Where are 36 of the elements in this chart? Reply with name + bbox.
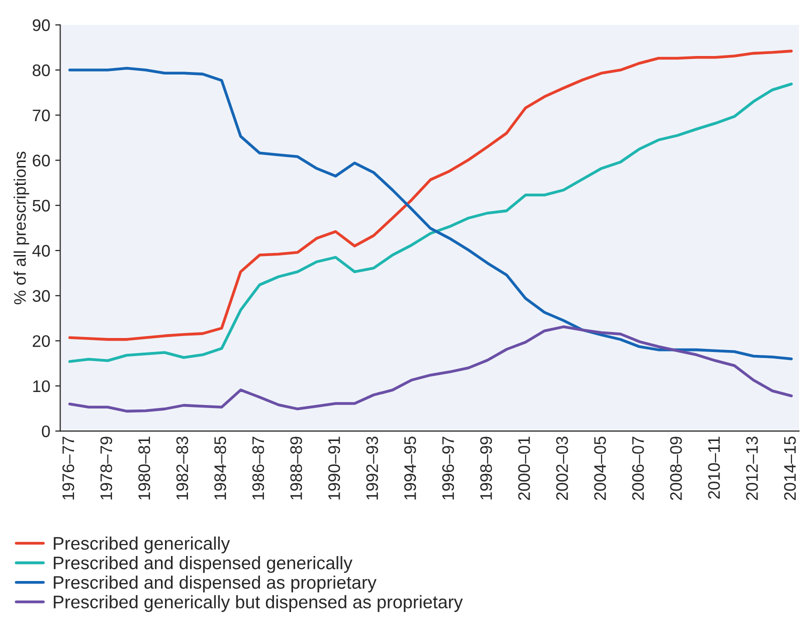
legend-label: Prescribed and dispensed as proprietary xyxy=(54,576,377,592)
x-tick-label: 1976–77 xyxy=(62,436,74,500)
x-tick-label: 1990–91 xyxy=(328,436,340,500)
x-tick-label: 1980–81 xyxy=(138,436,150,500)
x-tick-label: 1992–93 xyxy=(366,436,378,500)
x-tick-label: 2006–07 xyxy=(632,436,644,500)
x-tick-label: 2010–11 xyxy=(708,436,720,499)
x-tick-label: 1994–95 xyxy=(404,436,416,500)
legend-label: Prescribed generically but dispensed as proprietary xyxy=(54,595,463,612)
x-tick-label: 2002–03 xyxy=(556,436,568,500)
legend-label: Prescribed generically xyxy=(54,536,230,554)
y-tick-label: 10 xyxy=(33,380,50,392)
y-axis-title: % of all prescriptions xyxy=(14,152,30,304)
x-tick-label: 1982–83 xyxy=(176,436,188,500)
x-tick-label: 2014–15 xyxy=(784,436,796,500)
y-tick-label: 70 xyxy=(32,110,50,122)
x-tick-label: 2004–05 xyxy=(594,436,606,500)
y-tick-label: 50 xyxy=(32,200,50,212)
x-tick-label: 1978–79 xyxy=(100,436,112,500)
legend-label: Prescribed and dispensed generically xyxy=(54,556,352,573)
x-tick-label: 1998–99 xyxy=(480,436,492,500)
y-tick-label: 60 xyxy=(32,154,50,166)
y-tick-label: 30 xyxy=(32,290,50,302)
x-tick-label: 1996–97 xyxy=(442,436,454,500)
x-tick-label: 2008–09 xyxy=(670,436,682,500)
x-tick-label: 1984–85 xyxy=(214,436,226,500)
x-tick-label: 2000–01 xyxy=(518,436,530,500)
x-tick-label: 1986–87 xyxy=(252,436,264,500)
x-tick-label: 2012–13 xyxy=(746,436,758,500)
x-tick-label: 1988–89 xyxy=(290,436,302,500)
line-series xyxy=(68,325,793,413)
y-tick-label: 90 xyxy=(32,19,50,32)
y-tick-label: 80 xyxy=(32,64,50,76)
y-tick-label: 40 xyxy=(32,244,50,257)
y-tick-label: 0 xyxy=(42,425,50,438)
y-tick-label: 20 xyxy=(32,335,50,347)
